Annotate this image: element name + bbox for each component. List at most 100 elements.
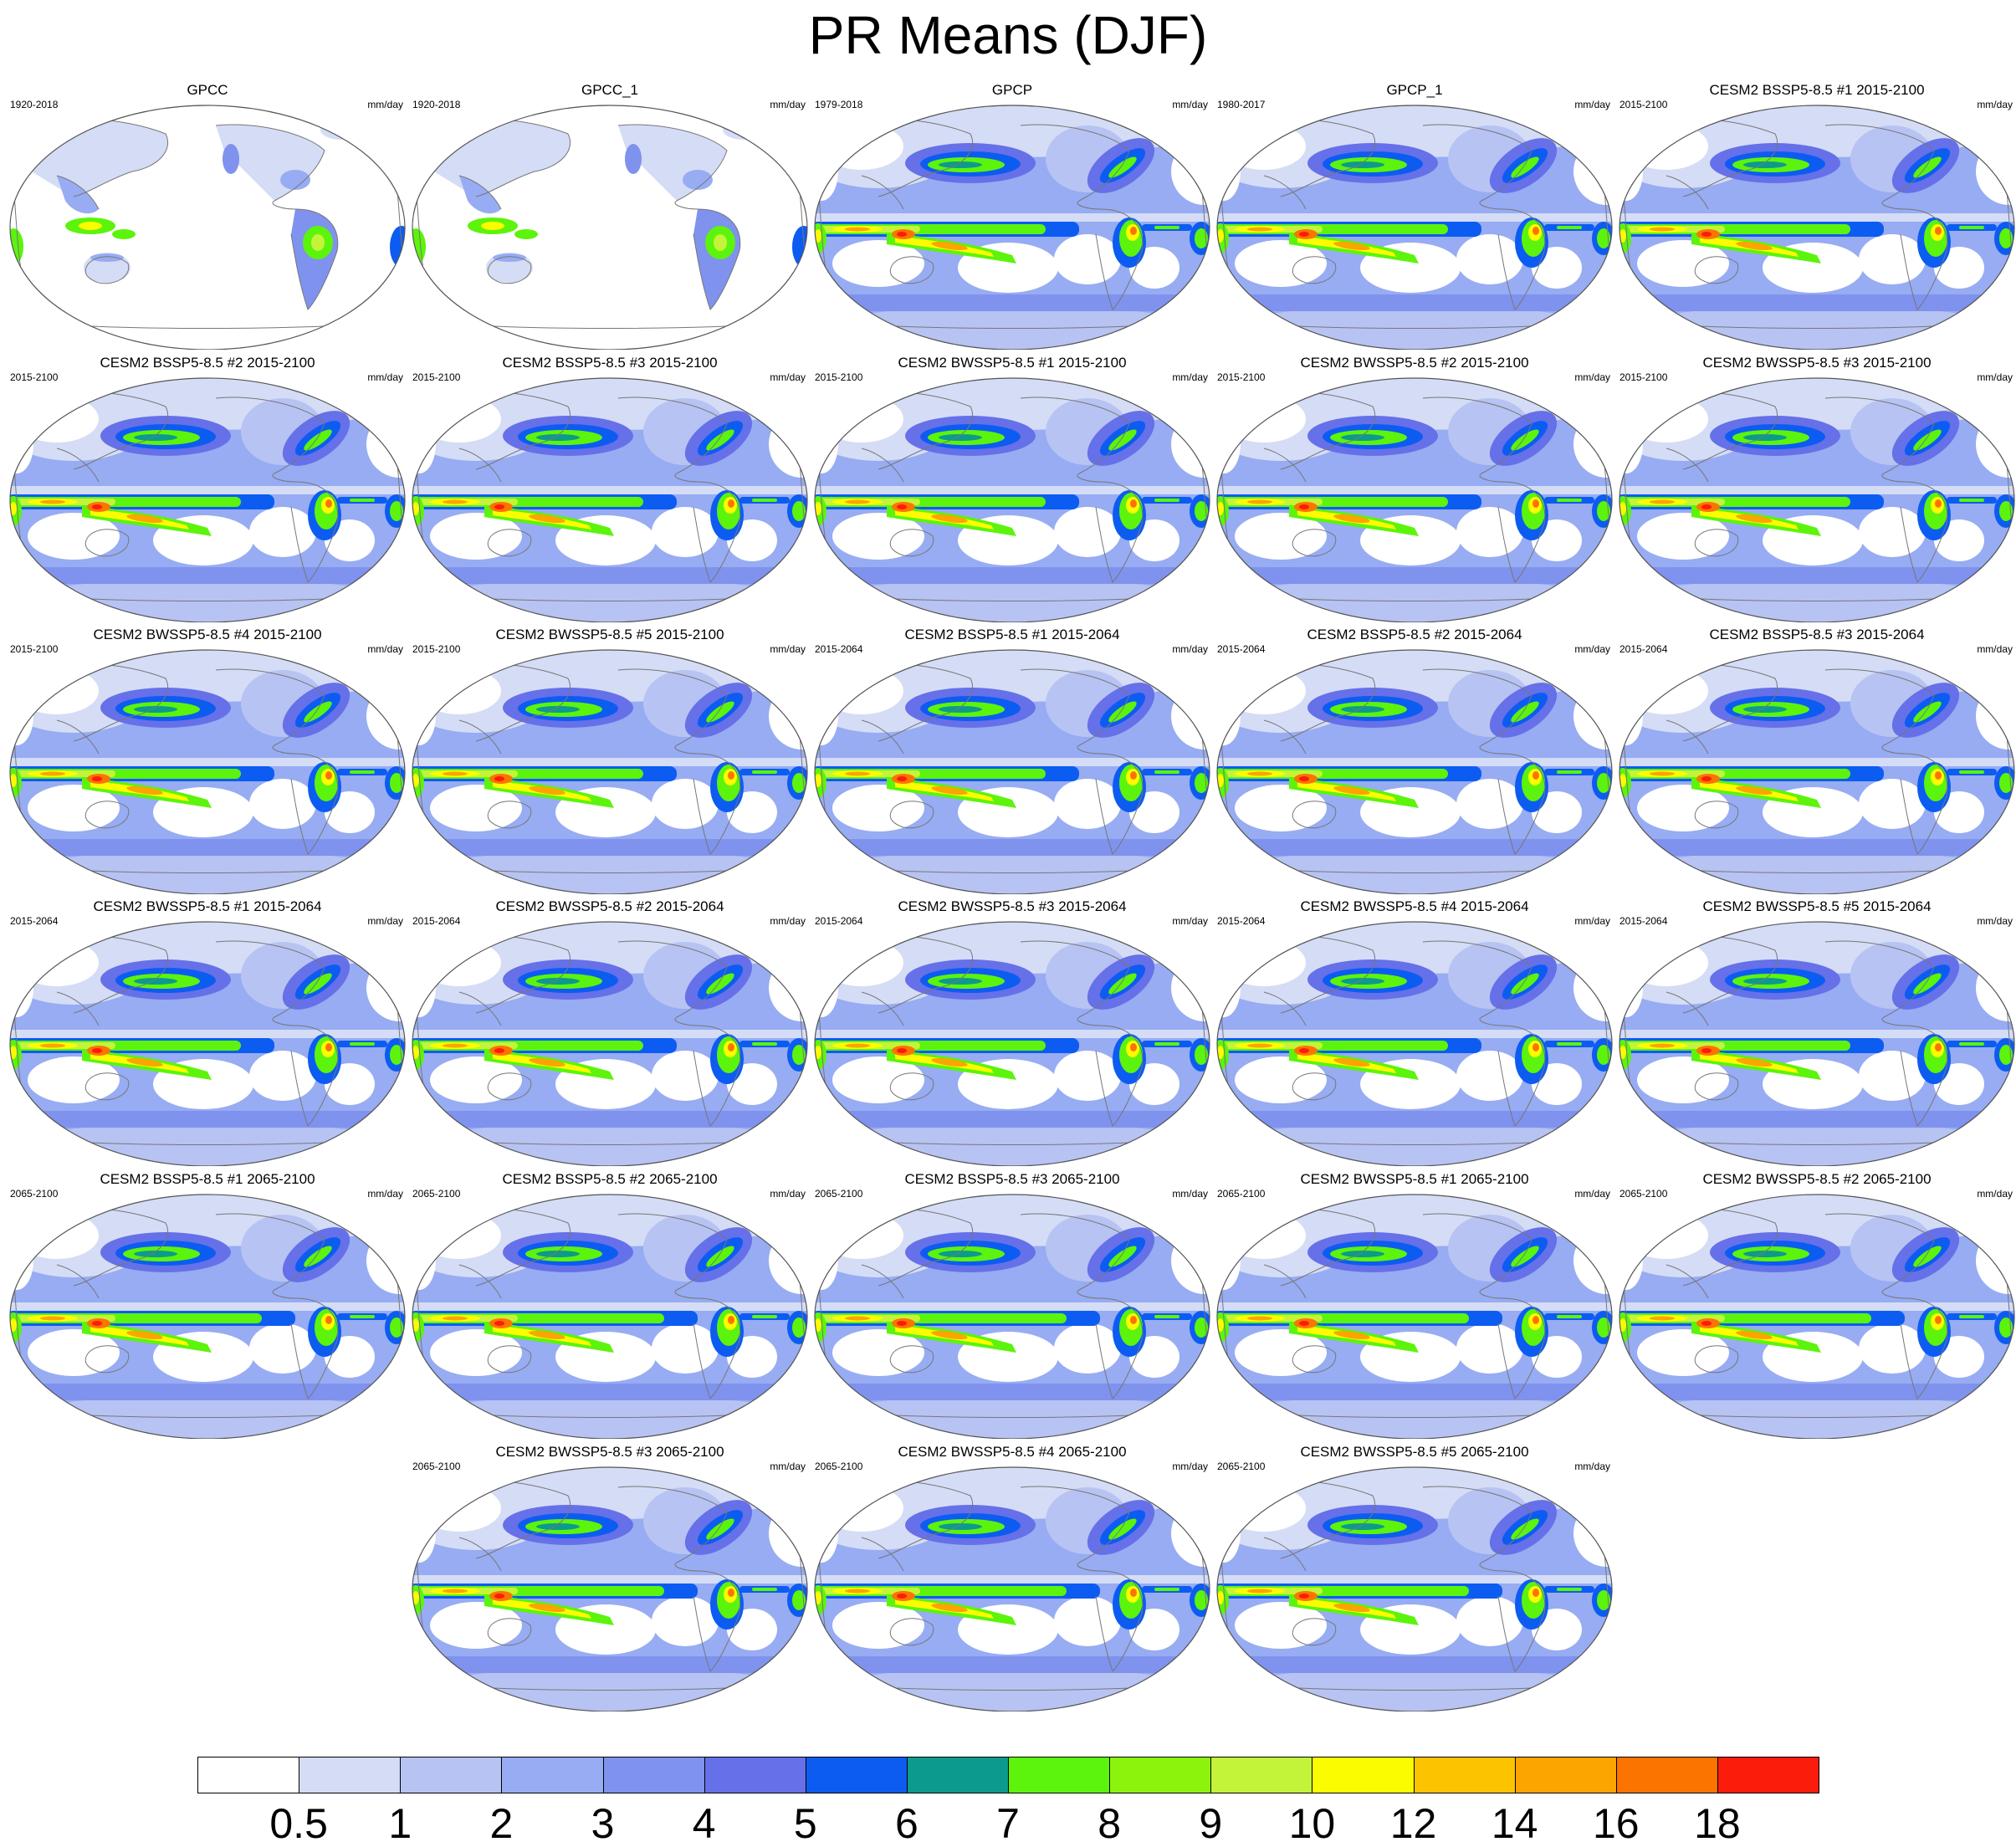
panel-period: 1920-2018 <box>412 99 461 110</box>
coastline <box>487 529 532 557</box>
africa-rain <box>10 774 17 787</box>
storm-track-atlantic <box>304 973 332 995</box>
coastline <box>1095 1025 1144 1127</box>
panel-period: 1980-2017 <box>1217 99 1266 110</box>
map-panel: CESM2 BSSP5-8.5 #1 2015-2064 2015-2064 mm/… <box>811 627 1213 894</box>
storm-track-pacific <box>939 434 982 441</box>
subtropical-dry-zone <box>1235 1329 1327 1376</box>
precip-map <box>1619 921 2015 1166</box>
atlantic-itcz <box>1557 770 1582 774</box>
subtropical-dry-zone <box>1456 1323 1523 1374</box>
south-america-rain <box>325 771 332 780</box>
coastline <box>1422 124 1532 210</box>
coastline <box>458 1537 502 1572</box>
coastline <box>1900 481 1948 583</box>
atlantic-itcz <box>752 1315 777 1318</box>
atlantic-itcz <box>752 770 777 774</box>
polar-dry-zone <box>10 1122 405 1166</box>
polar-dry-zone <box>815 578 1210 622</box>
coastline <box>1497 208 1546 310</box>
map-border <box>1619 377 2015 622</box>
coastline <box>889 801 934 829</box>
subtropical-dry-zone <box>1456 1596 1523 1646</box>
maritime-continent-max <box>1299 1321 1309 1326</box>
atlantic-itcz <box>1154 1588 1179 1591</box>
storm-track <box>412 1384 807 1400</box>
coastline <box>1095 1570 1144 1672</box>
panel-units: mm/day <box>367 371 403 383</box>
storm-track-pacific <box>1341 978 1384 985</box>
colorbar-swatch <box>299 1757 402 1793</box>
dry-region <box>1625 1212 1708 1259</box>
coastline <box>56 1264 100 1299</box>
dry-region <box>15 396 99 443</box>
dry-region <box>1625 939 1708 986</box>
panel-units: mm/day <box>1574 99 1610 110</box>
land-nw-coast <box>625 144 642 174</box>
panel-title: CESM2 BWSSP5-8.5 #3 2015-2100 <box>1702 355 1932 371</box>
equatorial-dry-strip <box>10 1302 405 1311</box>
colorbar-swatch <box>1413 1757 1516 1793</box>
land-maritime <box>79 222 102 230</box>
maritime-continent-max <box>92 1048 102 1053</box>
map-border <box>412 921 808 1166</box>
map-panel: CESM2 BWSSP5-8.5 #2 2015-2064 2015-2064 mm… <box>409 898 811 1166</box>
polar-dry-zone <box>1217 1667 1612 1711</box>
land-se-asia <box>57 176 99 214</box>
colorbar-tick-label: 4 <box>692 1800 716 1847</box>
precip-map <box>814 921 1210 1166</box>
africa-rain <box>1597 1317 1610 1338</box>
subtropical-dry-zone <box>1859 507 1926 557</box>
spcz-core <box>529 514 565 524</box>
maritime-continent-max <box>1299 1594 1309 1599</box>
itcz-core <box>845 1043 870 1048</box>
panel-title: CESM2 BWSSP5-8.5 #2 2015-2064 <box>495 898 724 914</box>
coastline <box>693 753 741 855</box>
storm-track <box>815 294 1210 311</box>
storm-track <box>10 1111 405 1128</box>
maritime-continent-max <box>494 504 504 509</box>
map-panel: CESM2 BSSP5-8.5 #1 2065-2100 2065-2100 mm/… <box>7 1171 408 1439</box>
land-australia <box>493 253 526 262</box>
map-panel: CESM2 BSSP5-8.5 #2 2065-2100 2065-2100 mm/… <box>409 1171 811 1439</box>
storm-track-pacific <box>1743 1251 1787 1257</box>
storm-track-pacific <box>1743 706 1787 713</box>
subtropical-dry-zone <box>652 1596 719 1646</box>
colorbar-tick-label: 2 <box>489 1800 514 1847</box>
maritime-continent-max <box>897 1594 907 1599</box>
equatorial-dry-strip <box>412 758 807 766</box>
panel-units: mm/day <box>1172 1461 1208 1472</box>
panel-period: 2015-2064 <box>1619 643 1668 655</box>
panel-title: CESM2 BWSSP5-8.5 #5 2015-2100 <box>495 627 724 642</box>
storm-track <box>815 567 1210 584</box>
storm-track-atlantic <box>1511 1518 1539 1540</box>
map-panel: CESM2 BWSSP5-8.5 #1 2015-2100 2015-2100 mm… <box>811 355 1213 622</box>
panel-units: mm/day <box>1172 915 1208 927</box>
coastline <box>861 719 904 755</box>
coastline <box>1900 208 1948 310</box>
equatorial-dry-strip <box>1619 758 2014 766</box>
panel-period: 2015-2100 <box>10 643 59 655</box>
subtropical-dry-zone <box>1054 507 1121 557</box>
coastline <box>1263 719 1307 755</box>
africa-rain <box>412 502 419 515</box>
subtropical-dry-zone <box>1637 1057 1729 1103</box>
spcz-core <box>126 514 163 524</box>
south-america-rain <box>1935 499 1942 508</box>
itcz-core <box>1247 1043 1272 1048</box>
storm-track-pacific <box>1341 1251 1384 1257</box>
precip-map <box>814 377 1210 622</box>
panel-title: CESM2 BWSSP5-8.5 #4 2015-2064 <box>1300 898 1529 914</box>
atlantic-itcz <box>752 499 777 502</box>
colorbar-swatch <box>1514 1757 1617 1793</box>
coastline <box>1666 1264 1709 1299</box>
map-panel: GPCP_1 1980-2017 mm/day <box>1214 82 1615 350</box>
coastline <box>1020 1213 1130 1299</box>
land-maritime <box>481 222 504 230</box>
coastline <box>1263 1537 1307 1572</box>
coastline <box>1263 991 1307 1026</box>
polar-dry-zone <box>815 1122 1210 1166</box>
coastline <box>1900 1025 1948 1127</box>
subtropical-dry-zone <box>1456 234 1523 284</box>
africa-rain <box>792 501 806 521</box>
